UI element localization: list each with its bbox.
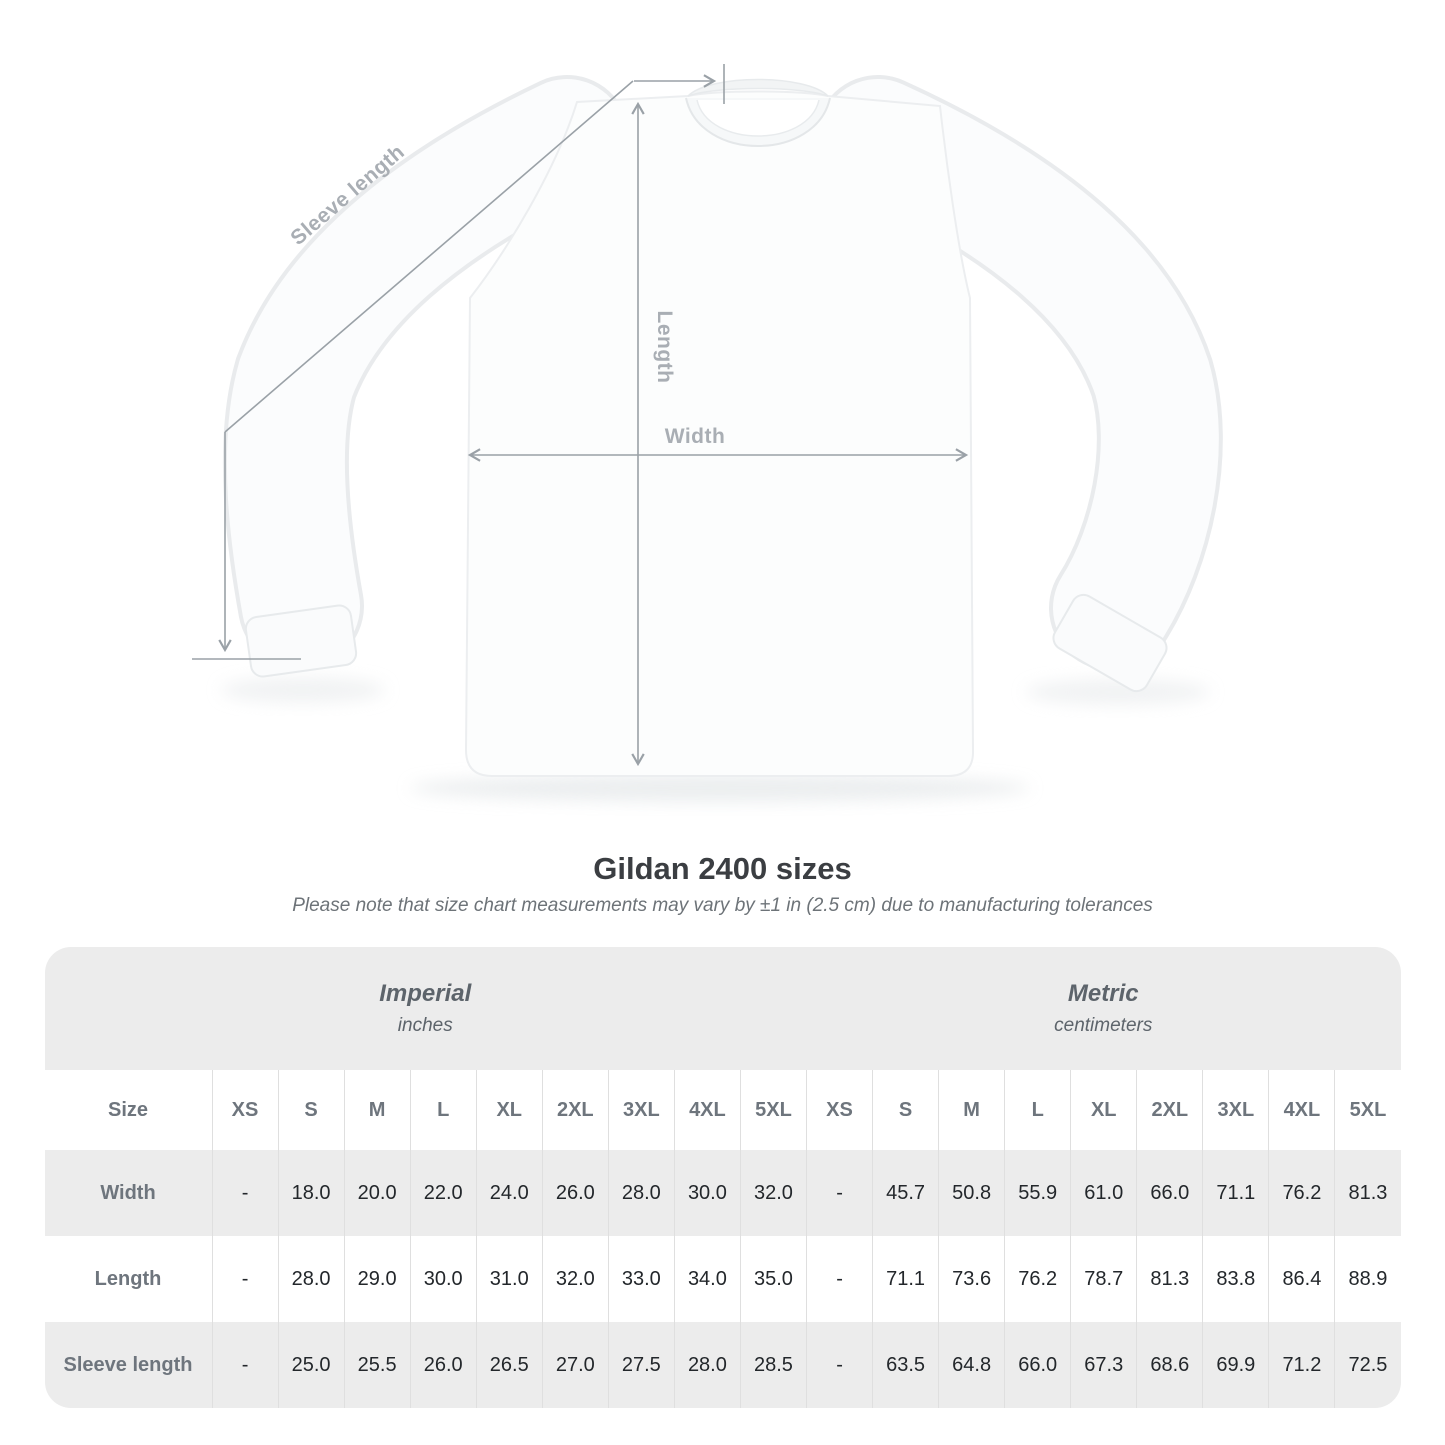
metric-value: - xyxy=(806,1236,873,1322)
imperial-value: - xyxy=(211,1322,278,1408)
imperial-value: 25.5 xyxy=(343,1322,410,1408)
imperial-value: 32.0 xyxy=(541,1236,608,1322)
size-header-metric: XL xyxy=(1070,1070,1137,1150)
imperial-value: 26.0 xyxy=(541,1150,608,1236)
metric-value: 81.3 xyxy=(1334,1150,1400,1236)
size-header-imperial: L xyxy=(409,1070,476,1150)
metric-value: 66.0 xyxy=(1136,1150,1202,1236)
size-header-metric: 5XL xyxy=(1334,1070,1401,1150)
size-header-metric: M xyxy=(938,1070,1005,1150)
tolerance-note: Please note that size chart measurements… xyxy=(292,895,1153,916)
metric-value: 69.9 xyxy=(1202,1322,1268,1408)
metric-value: 83.8 xyxy=(1202,1236,1269,1322)
metric-value: 71.2 xyxy=(1268,1322,1334,1408)
metric-value: 66.0 xyxy=(1004,1322,1070,1408)
metric-value: 72.5 xyxy=(1334,1322,1400,1408)
row-label: Width xyxy=(100,1181,156,1204)
size-header-imperial: 2XL xyxy=(541,1070,608,1150)
imperial-value: - xyxy=(211,1150,278,1236)
imperial-value: 20.0 xyxy=(343,1150,410,1236)
row-label: Sleeve length xyxy=(63,1353,193,1376)
long-sleeve-shirt xyxy=(222,75,1223,777)
imperial-value: 28.0 xyxy=(607,1150,674,1236)
imperial-value: 31.0 xyxy=(475,1236,542,1322)
size-chart-card: Imperial inches Metric centimeters Size X… xyxy=(44,947,1401,1408)
metric-value: 63.5 xyxy=(872,1322,938,1408)
imperial-value: 33.0 xyxy=(607,1236,674,1322)
size-header-metric: S xyxy=(872,1070,939,1150)
size-header-imperial: XS xyxy=(211,1070,278,1150)
metric-value: 86.4 xyxy=(1268,1236,1335,1322)
metric-value: - xyxy=(806,1150,872,1236)
imperial-value: 27.0 xyxy=(541,1322,608,1408)
imperial-value: 25.0 xyxy=(277,1322,344,1408)
row-label: Length xyxy=(44,1236,212,1322)
collar xyxy=(687,78,829,97)
unit-group-metric: Metric centimeters xyxy=(806,947,1401,1070)
imperial-value: 28.5 xyxy=(739,1322,806,1408)
metric-value: 76.2 xyxy=(1268,1150,1334,1236)
metric-value: 61.0 xyxy=(1070,1150,1136,1236)
size-header-metric: 2XL xyxy=(1136,1070,1203,1150)
shirt-shadow xyxy=(221,677,1210,802)
metric-value: 81.3 xyxy=(1136,1236,1203,1322)
size-header-imperial: M xyxy=(343,1070,410,1150)
size-header-metric: L xyxy=(1004,1070,1071,1150)
size-column-header: Size xyxy=(44,1070,212,1150)
metric-value: 71.1 xyxy=(1202,1150,1268,1236)
size-header-metric: XS xyxy=(806,1070,873,1150)
imperial-value: 29.0 xyxy=(343,1236,410,1322)
metric-value: 76.2 xyxy=(1004,1236,1071,1322)
metric-value: 71.1 xyxy=(872,1236,939,1322)
width-measure: Width xyxy=(467,425,969,462)
imperial-value: 18.0 xyxy=(277,1150,344,1236)
metric-value: 67.3 xyxy=(1070,1322,1136,1408)
imperial-value: 30.0 xyxy=(409,1236,476,1322)
unit-group-name: Imperial xyxy=(379,980,472,1007)
width-label: Width xyxy=(665,425,726,448)
metric-value: 68.6 xyxy=(1136,1322,1202,1408)
imperial-value: 28.0 xyxy=(673,1322,740,1408)
size-header-imperial: 5XL xyxy=(739,1070,806,1150)
length-label: Length xyxy=(653,311,676,384)
imperial-value: 34.0 xyxy=(673,1236,740,1322)
imperial-value: 22.0 xyxy=(409,1150,476,1236)
length-measure: Length xyxy=(631,101,676,767)
metric-value: 45.7 xyxy=(872,1150,938,1236)
unit-group-name: Metric xyxy=(1067,980,1139,1007)
imperial-value: 30.0 xyxy=(673,1150,740,1236)
metric-value: 78.7 xyxy=(1070,1236,1137,1322)
imperial-value: 32.0 xyxy=(739,1150,806,1236)
unit-group-unit: inches xyxy=(397,1015,453,1036)
size-header-imperial: XL xyxy=(475,1070,542,1150)
shirt-diagram: Sleeve length Length Width xyxy=(192,64,1223,802)
imperial-value: 35.0 xyxy=(739,1236,806,1322)
size-header-metric: 4XL xyxy=(1268,1070,1335,1150)
imperial-value: 27.5 xyxy=(607,1322,674,1408)
size-header-imperial: 4XL xyxy=(673,1070,740,1150)
metric-value: 73.6 xyxy=(938,1236,1005,1322)
imperial-value: 26.0 xyxy=(409,1322,476,1408)
metric-value: 50.8 xyxy=(938,1150,1004,1236)
metric-value: - xyxy=(806,1322,872,1408)
imperial-value: 24.0 xyxy=(475,1150,542,1236)
metric-value: 64.8 xyxy=(938,1322,1004,1408)
size-header-imperial: 3XL xyxy=(607,1070,674,1150)
imperial-value: 28.0 xyxy=(277,1236,344,1322)
unit-group-unit: centimeters xyxy=(1054,1015,1153,1036)
metric-value: 55.9 xyxy=(1004,1150,1070,1236)
unit-group-imperial: Imperial inches xyxy=(45,947,807,1070)
size-header-imperial: S xyxy=(277,1070,344,1150)
imperial-value: - xyxy=(211,1236,278,1322)
size-header-metric: 3XL xyxy=(1202,1070,1269,1150)
metric-value: 88.9 xyxy=(1334,1236,1401,1322)
size-table: Imperial inches Metric centimeters Size X… xyxy=(44,947,1401,1408)
page-title: Gildan 2400 sizes xyxy=(593,851,852,886)
imperial-value: 26.5 xyxy=(475,1322,542,1408)
